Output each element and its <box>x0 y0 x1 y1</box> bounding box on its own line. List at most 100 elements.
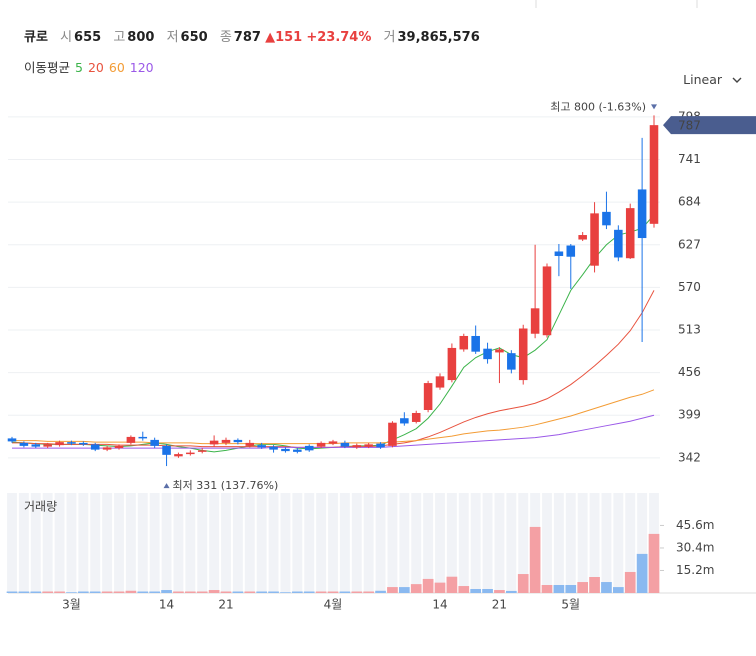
volume-bar <box>577 582 589 593</box>
ma-legend: 이동평균 5 20 60 120 <box>24 57 154 76</box>
volume-bar <box>161 590 172 593</box>
volume-bar <box>77 591 89 593</box>
candle-body <box>340 442 350 447</box>
volume-bar <box>149 591 161 593</box>
chevron[interactable] <box>732 77 742 84</box>
volume-bar <box>101 591 113 593</box>
candle-body <box>388 422 397 446</box>
candle-body <box>542 266 552 336</box>
volume-bar <box>363 591 375 593</box>
y-tick-label: 570 <box>678 280 701 294</box>
volume-bar <box>137 591 149 593</box>
volume-bar <box>410 584 422 593</box>
candle-body <box>138 436 148 439</box>
high-annotation: 최고 800 (-1.63%) <box>550 100 646 113</box>
volume-bar <box>303 591 315 593</box>
label: 고 <box>113 30 126 45</box>
candle-body <box>257 445 266 448</box>
value: 650 <box>180 30 208 45</box>
quote-header: 큐로 시 655 고 800 저 650 종 787 ▲151 +23.74% 거 39,… <box>24 26 480 45</box>
x-tick-label: 4월 <box>324 598 343 612</box>
volume-stripe <box>209 493 220 593</box>
volume-bar <box>636 553 648 593</box>
candle-body <box>483 348 492 360</box>
volume-bar <box>375 590 386 593</box>
volume-bar <box>30 591 42 593</box>
candle-body <box>459 335 469 350</box>
volume-bar <box>256 591 268 593</box>
candle-body <box>209 440 219 445</box>
candle-body <box>625 208 635 259</box>
volume-stripe <box>173 493 184 593</box>
candle-body <box>352 445 362 448</box>
candle-body <box>328 441 338 444</box>
volume-bar <box>434 582 446 593</box>
volume-bar <box>505 590 517 593</box>
candle-body <box>186 452 195 455</box>
volume-bar <box>268 591 279 593</box>
candle-body <box>19 442 29 446</box>
volume-stripe <box>470 493 481 593</box>
volume-stripe <box>328 493 338 593</box>
y-tick-label: 456 <box>678 365 701 379</box>
change-pct: +23.74% <box>306 30 372 45</box>
candle-body <box>67 442 76 444</box>
candle-body <box>376 443 385 448</box>
value: 787 <box>233 30 261 45</box>
candle-body <box>649 125 659 224</box>
volume-stripe <box>30 493 41 593</box>
volume-bar <box>208 590 220 593</box>
up-arrow: ▲ <box>265 30 276 45</box>
candle-body <box>31 444 41 447</box>
volume-stripe <box>232 493 243 593</box>
volume-bar <box>458 586 470 593</box>
candle-body <box>55 442 64 446</box>
y-tick-label: 399 <box>678 408 701 422</box>
y-tick-label: 627 <box>678 237 701 251</box>
volume-stripe <box>292 493 303 593</box>
volume-stripe <box>149 493 160 593</box>
volume-bar <box>220 591 232 593</box>
candle-body <box>495 349 504 353</box>
volume-stripe <box>601 493 612 593</box>
volume-bar <box>470 589 482 593</box>
legend-entry: 5 <box>75 60 83 75</box>
candle-body <box>411 412 421 422</box>
candle-body <box>566 245 576 257</box>
volume-bar <box>42 591 54 593</box>
candle-body <box>281 448 290 452</box>
legend-entry: 20 <box>87 60 104 75</box>
volume-stripe <box>244 493 255 593</box>
volume-stripe <box>589 493 600 593</box>
volume-bar <box>66 592 77 593</box>
y-tick-label: 45.6m <box>676 518 714 532</box>
volume-stripe <box>316 493 327 593</box>
volume-stripe <box>18 493 29 593</box>
volume-bar <box>327 591 339 593</box>
volume-bar <box>184 591 196 593</box>
volume-bar <box>125 590 137 593</box>
y-tick-label: 741 <box>678 152 701 166</box>
volume-bar <box>612 587 624 593</box>
volume-stripe <box>197 493 208 593</box>
candle-body <box>304 445 314 451</box>
candle-body <box>79 442 88 445</box>
volume-stripe <box>137 493 148 593</box>
volume-stripe <box>90 493 101 593</box>
scale-label[interactable]: Linear <box>683 72 723 87</box>
x-tick-label: 21 <box>218 598 233 612</box>
volume-title: 거래량 <box>24 500 57 514</box>
x-tick-label: 21 <box>492 598 507 612</box>
candle-body <box>602 211 611 226</box>
stock-name: 큐로 <box>24 30 48 45</box>
low-marker <box>163 483 170 489</box>
candle-body <box>90 444 100 450</box>
volume-stripe <box>458 493 469 593</box>
candle-body <box>102 447 112 450</box>
x-tick-label: 14 <box>159 598 174 612</box>
candle-body <box>364 444 373 447</box>
volume-bar <box>89 591 101 593</box>
scale-toggle[interactable]: Linear <box>683 72 742 87</box>
volume-stripe <box>268 493 279 593</box>
